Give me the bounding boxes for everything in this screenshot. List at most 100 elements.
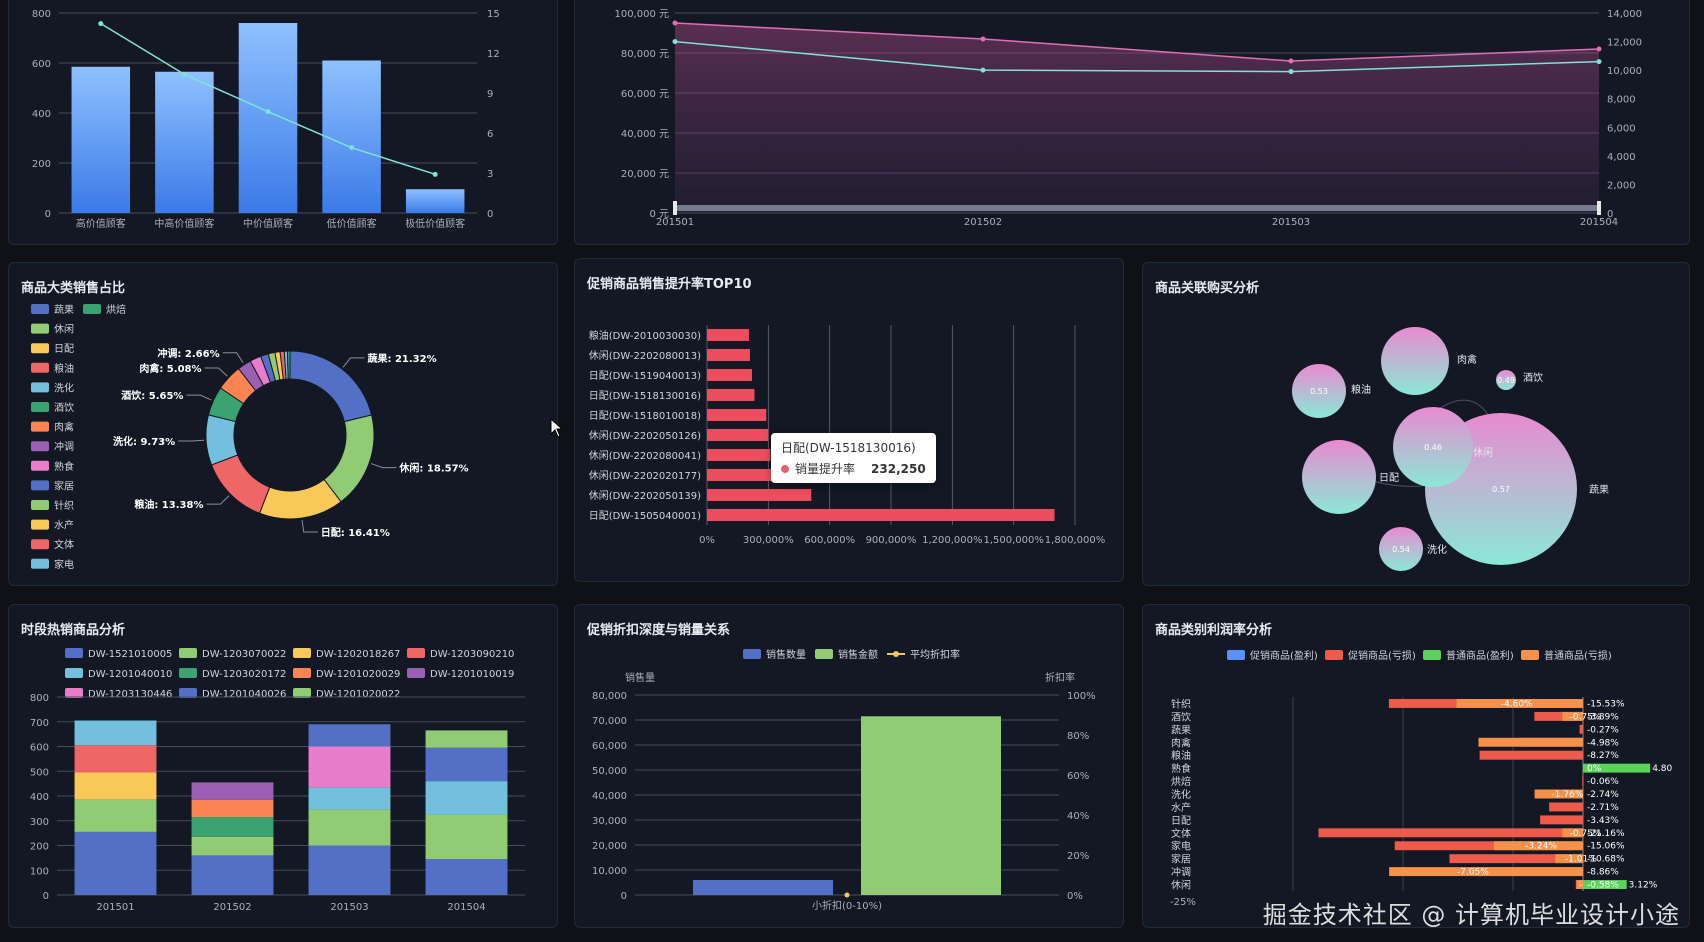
legend-label: 销售金额	[838, 648, 878, 661]
area-fill	[675, 23, 1599, 213]
panel-title: 商品大类销售占比	[21, 281, 126, 296]
legend-label: DW-1201020022	[316, 689, 400, 700]
legend-marker	[893, 651, 899, 657]
y-tick-label: 日配	[1171, 815, 1191, 827]
tooltip-value: 232,250	[871, 462, 926, 476]
y-tick-label: 600	[30, 743, 49, 754]
hot-by-period-panel: 时段热销商品分析 DW-1521010005 DW-1203070022 DW-12…	[8, 604, 558, 928]
label-leader	[204, 367, 228, 377]
bar-label: 4.80	[1652, 764, 1672, 774]
legend-swatch	[31, 441, 49, 452]
legend-label: DW-1203070022	[202, 649, 286, 660]
y-tick-label: 休闲	[1171, 879, 1191, 892]
bar	[1456, 699, 1583, 708]
bar-label: -7.05%	[1457, 868, 1489, 878]
legend-swatch	[65, 648, 83, 658]
legend-label: DW-1202018267	[316, 649, 400, 660]
y-tick-label: 10,000	[592, 866, 627, 877]
slice-label: 粮油: 13.38%	[134, 498, 203, 511]
y-tick-label: 200	[30, 842, 49, 853]
legend-label: 针织	[54, 499, 74, 512]
legend-swatch	[31, 519, 49, 530]
bar-segment	[425, 747, 508, 782]
line-point	[432, 171, 438, 177]
pie-slice	[258, 478, 342, 520]
line-series	[674, 22, 1600, 62]
tooltip-series: 销量提升率	[795, 462, 856, 476]
x-tick-label: 201501	[96, 902, 134, 913]
y-axis-title: 销售量	[625, 671, 655, 684]
y-tick-label: 200	[32, 159, 51, 170]
bubble	[1381, 327, 1449, 395]
x-tick-label: 900,000%	[866, 535, 917, 546]
x-tick-label: 201503	[330, 902, 368, 913]
bar	[1394, 841, 1583, 851]
monthly-trend-chart: 0 元 20,000 元 40,000 元 60,000 元 80,000 元 100,0…	[614, 9, 1642, 228]
y-tick-label: 酒饮	[1171, 710, 1191, 723]
y2-tick-label: 6,000	[1607, 123, 1636, 134]
panel-title: 时段热销商品分析	[21, 623, 126, 638]
bubble-label: 日配	[1379, 472, 1399, 484]
legend-label: DW-1203020172	[202, 669, 286, 680]
bubble-label: 酒饮	[1523, 371, 1543, 384]
y2-tick-label: 0	[1607, 209, 1613, 220]
legend-swatch	[31, 500, 49, 510]
line-point	[1596, 46, 1602, 52]
promo-top10-panel: 促销商品销售提升率TOP10 0% 300,000% 600,000% 900,000…	[574, 258, 1124, 582]
y-tick-label: 日配(DW-1505040001)	[589, 510, 701, 522]
legend-swatch	[31, 480, 49, 491]
bar-segment	[74, 745, 157, 773]
bubble-label: 蔬果	[1589, 484, 1609, 496]
bubble-value: 0.46	[1424, 443, 1442, 452]
legend-label: 酒饮	[54, 401, 74, 414]
x-tick-label: 1,500,000%	[983, 535, 1043, 546]
slice-label: 休闲: 18.57%	[398, 462, 468, 475]
monthly-trend-panel: 0 元 20,000 元 40,000 元 60,000 元 80,000 元 100,0…	[574, 0, 1690, 245]
x-tick-label: 中价值顾客	[243, 217, 293, 230]
y-tick-label: 0	[621, 891, 627, 902]
bubble	[1393, 407, 1473, 487]
legend-label: 促销商品(盈利)	[1250, 649, 1318, 662]
bubble-value: 0.57	[1492, 485, 1510, 494]
tooltip-marker	[781, 465, 789, 473]
y2-tick-label: 8,000	[1607, 95, 1636, 106]
bar	[707, 449, 771, 461]
bar	[71, 66, 131, 213]
bar-label: -0.06%	[1587, 777, 1619, 787]
line-point	[672, 20, 678, 26]
bar-segment	[308, 809, 391, 846]
bar	[707, 429, 769, 441]
y-tick-label: 文体	[1171, 827, 1191, 840]
y2-tick-label: 3	[487, 169, 493, 180]
y-tick-label: 700	[30, 718, 49, 729]
legend-label: 蔬果	[54, 304, 74, 316]
bar	[155, 71, 214, 213]
bar	[238, 23, 298, 213]
y-tick-label: 休闲(DW-2202020177)	[589, 469, 701, 482]
legend-swatch	[1325, 650, 1343, 660]
y-tick-label: 60,000 元	[621, 89, 669, 100]
category-share-panel: 商品大类销售占比 蔬果 烘焙 休闲 日配 粮油 洗化 酒饮 肉禽 冲调 熟食 家居 针织 水产 文体 家电蔬…	[8, 262, 558, 586]
slice-label: 肉禽: 5.08%	[139, 362, 201, 375]
bar	[1389, 867, 1583, 877]
bar-label: -4.60%	[1501, 699, 1533, 709]
bar-label: -4.98%	[1587, 738, 1619, 748]
y-tick-label: 日配(DW-1519040013)	[589, 370, 701, 382]
bar	[707, 409, 767, 421]
bar	[1540, 815, 1583, 825]
legend-label: DW-1201010019	[430, 669, 514, 680]
bubble-label: 肉禽	[1457, 353, 1477, 366]
association-panel: 商品关联购买分析 0.57 蔬果 0.46 休闲 肉禽 日配 0.53 粮油 0.54 洗化 0.4…	[1142, 262, 1690, 586]
y2-tick-label: 60%	[1067, 771, 1089, 782]
legend-swatch	[65, 668, 83, 678]
legend-label: DW-1201040026	[202, 689, 286, 700]
legend-label: 休闲	[54, 323, 74, 336]
legend-label: 普通商品(亏损)	[1544, 649, 1612, 662]
y2-tick-label: 12	[487, 49, 500, 60]
bar	[1534, 789, 1583, 799]
legend-swatch	[65, 688, 83, 698]
bar-label: -15.06%	[1587, 842, 1625, 852]
x-tick-label: 300,000%	[743, 535, 794, 546]
bar	[1555, 854, 1583, 864]
